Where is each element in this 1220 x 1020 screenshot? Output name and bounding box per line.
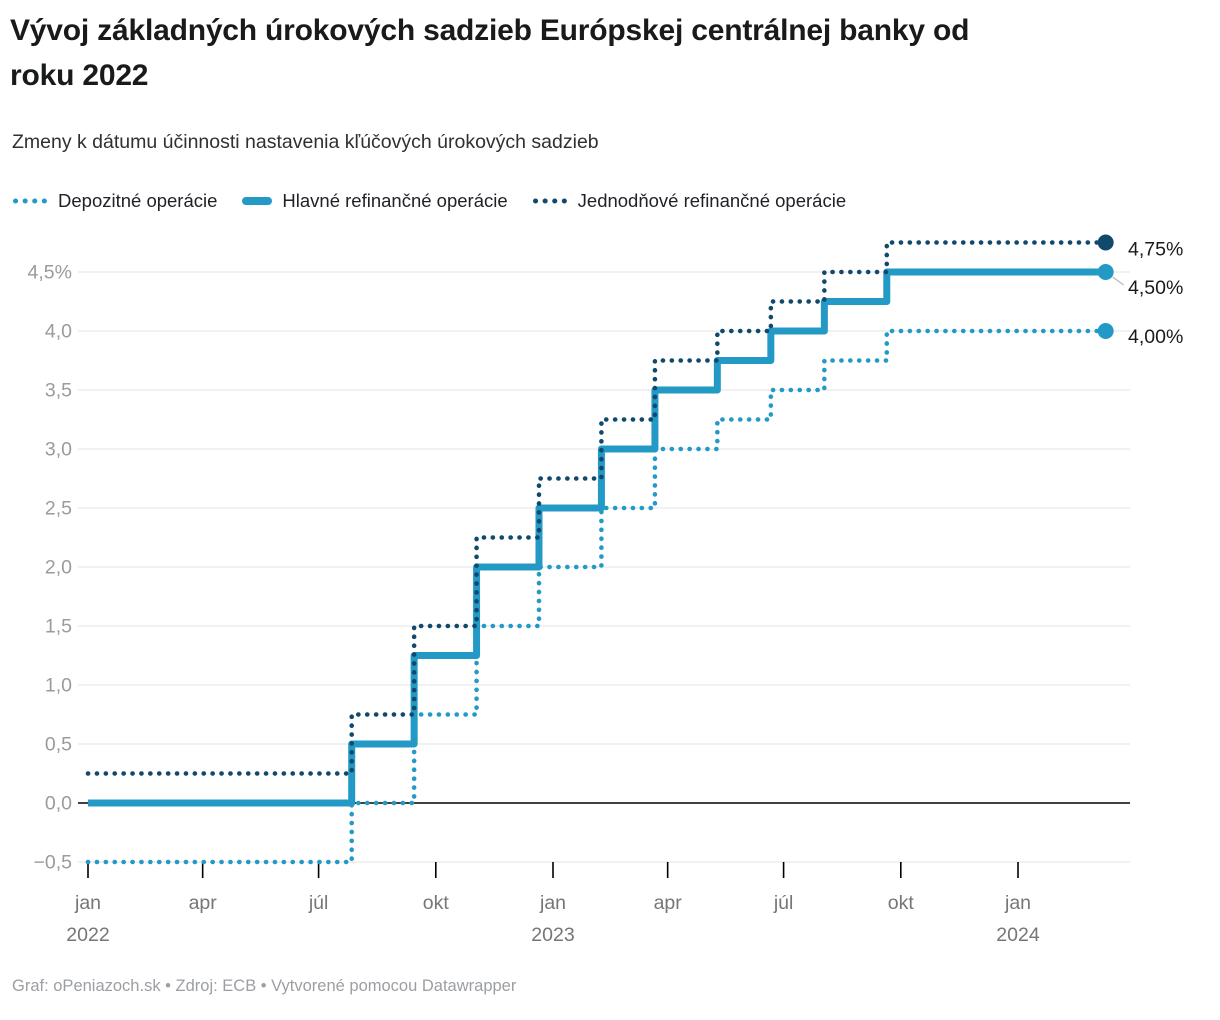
y-axis-tick-label: 2,0 — [45, 557, 72, 579]
chart-subtitle: Zmeny k dátumu účinnosti nastavenia kľúč… — [12, 131, 599, 153]
y-axis-tick-label: −0,5 — [34, 852, 73, 874]
x-axis-tick-label: okt — [423, 892, 450, 914]
y-axis-tick-label: 4,0 — [45, 321, 72, 343]
legend-item-main-refinancing: Hlavné refinančné operácie — [241, 190, 508, 212]
y-axis-tick-label: 1,5 — [45, 616, 72, 638]
series-line-0[interactable] — [85, 328, 1108, 865]
step-line-chart: −0,5 0,0 0,5 1,0 1,5 2,0 2,5 3,0 3,5 4,0 4,5% jan 20… — [28, 234, 1183, 946]
series-line-2[interactable] — [85, 240, 1108, 776]
x-axis-tick-label: okt — [888, 892, 915, 914]
attribution-footer: Graf: oPeniazoch.sk • Zdroj: ECB • Vytvo… — [12, 977, 517, 995]
x-axis-tick-label: júl — [308, 892, 329, 914]
x-axis-tick-label: jan — [1004, 892, 1031, 914]
y-axis-tick-label: 3,5 — [45, 380, 72, 402]
y-axis-tick-label: 0,5 — [45, 734, 72, 756]
y-axis-tick-label: 1,0 — [45, 675, 72, 697]
page-title: Vývoj základných úrokových sadzieb Európ… — [10, 14, 970, 92]
end-value-label-0: 4,00% — [1128, 326, 1183, 348]
legend-label-deposit: Depozitné operácie — [58, 190, 218, 211]
series-line-1[interactable] — [88, 268, 1106, 807]
dotted-line-swatch-icon — [532, 198, 568, 204]
end-dot-1[interactable] — [1097, 264, 1114, 280]
x-axis-tick-label: apr — [654, 892, 683, 914]
legend-label-overnight: Jednodňové refinančné operácie — [577, 190, 847, 211]
y-axis-tick-label: 4,5% — [28, 262, 72, 284]
dotted-line-swatch-icon — [13, 198, 48, 204]
x-axis-tick-label: apr — [189, 892, 218, 914]
y-axis-tick-label: 3,0 — [45, 439, 72, 461]
x-axis-year-label: 2024 — [996, 924, 1040, 946]
x-axis-tick-label: júl — [773, 892, 794, 914]
end-dot-0[interactable] — [1097, 323, 1114, 339]
x-axis-tick-label: jan — [539, 892, 566, 914]
y-axis-tick-label: 0,0 — [45, 793, 72, 815]
end-label-leader-line — [1112, 276, 1125, 286]
end-value-label-1: 4,50% — [1128, 277, 1183, 299]
solid-line-swatch-icon — [242, 197, 273, 205]
legend-item-overnight: Jednodňové refinančné operácie — [532, 190, 846, 212]
legend-item-deposit: Depozitné operácie — [12, 190, 217, 212]
y-axis-tick-label: 2,5 — [45, 498, 72, 520]
legend-label-main-refinancing: Hlavné refinančné operácie — [282, 190, 508, 211]
x-axis-tick-label: jan — [74, 892, 101, 914]
end-value-label-2: 4,75% — [1128, 239, 1183, 261]
x-axis-year-label: 2022 — [66, 924, 109, 946]
end-dot-2[interactable] — [1097, 234, 1114, 251]
legend: Depozitné operácie Hlavné refinančné ope… — [12, 190, 846, 212]
x-axis-year-label: 2023 — [531, 924, 574, 946]
